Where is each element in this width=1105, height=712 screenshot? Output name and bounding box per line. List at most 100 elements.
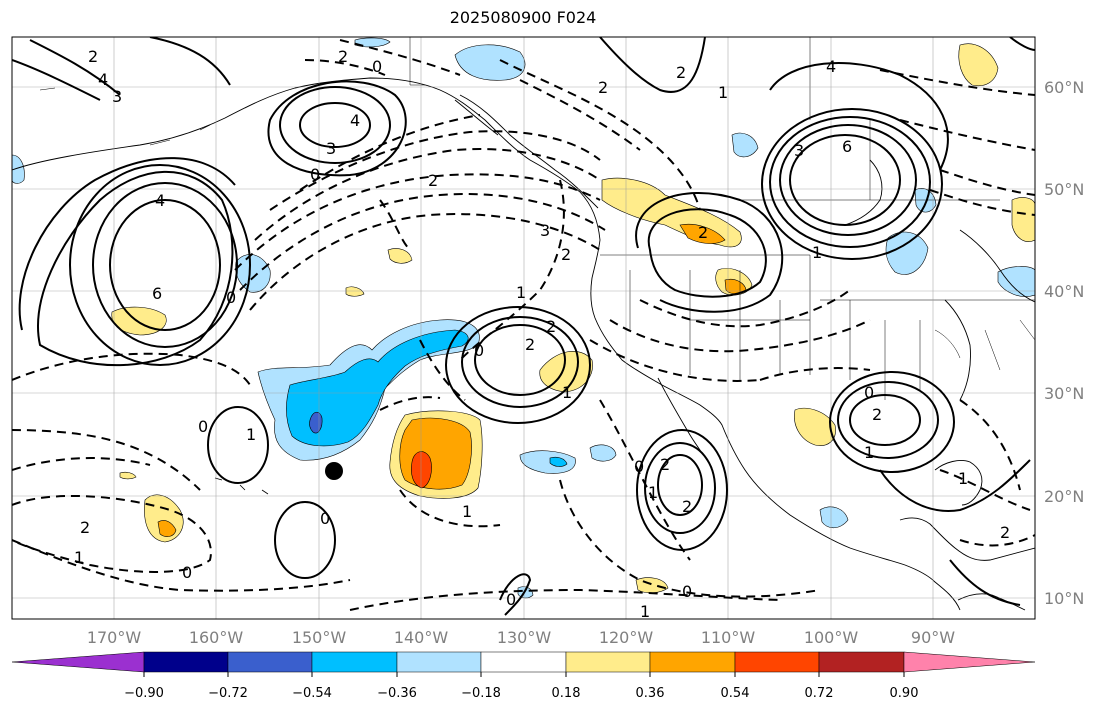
contour-label: 2 <box>598 78 608 97</box>
colorbar <box>11 651 1036 673</box>
colorbar-segment <box>11 651 145 673</box>
colorbar-segment <box>565 651 651 673</box>
contour-label: 1 <box>640 602 650 621</box>
positive-patch <box>387 248 413 264</box>
contour-label: 6 <box>152 284 162 303</box>
anomaly-shading <box>12 37 1035 599</box>
positive-anomaly-peak <box>411 451 432 489</box>
positive-patch <box>345 286 365 297</box>
lon-label: 130°W <box>497 628 552 647</box>
contour-label: 1 <box>562 383 572 402</box>
contour-label: 0 <box>864 383 874 402</box>
contour-label: 0 <box>682 582 692 601</box>
contour-label: 2 <box>546 317 556 336</box>
colorbar-tick-label: 0.18 <box>552 686 581 701</box>
colorbar-tick-label: −0.54 <box>292 686 332 701</box>
contour-label: 0 <box>182 563 192 582</box>
contour-label: 4 <box>98 70 108 89</box>
positive-contours <box>12 37 1035 616</box>
colorbar-ticks <box>143 672 905 677</box>
negative-patch <box>731 132 759 158</box>
colorbar-segment <box>649 651 736 673</box>
map-frame <box>11 36 1036 620</box>
lat-label: 10°N <box>1044 589 1084 608</box>
colorbar-tick-label: −0.36 <box>377 686 417 701</box>
lat-label: 50°N <box>1044 180 1084 199</box>
contour-label: 2 <box>561 245 571 264</box>
contour-label: 3 <box>112 87 122 106</box>
contour-label: 3 <box>794 141 804 160</box>
contour-label: 1 <box>812 243 822 262</box>
contour-label: 3 <box>540 221 550 240</box>
negative-anomaly-core <box>286 329 469 447</box>
lon-label: 100°W <box>804 628 859 647</box>
contour-label: 4 <box>826 57 836 76</box>
contour-label: 1 <box>246 425 256 444</box>
contour-label: 2 <box>428 171 438 190</box>
contour-label: 1 <box>74 548 84 567</box>
contour-label: 0 <box>634 457 644 476</box>
contour-label: 3 <box>326 139 336 158</box>
contour-label: 1 <box>516 283 526 302</box>
lat-label: 30°N <box>1044 384 1084 403</box>
lon-label: 110°W <box>701 628 756 647</box>
colorbar-segment <box>818 651 905 673</box>
positive-patch <box>1011 197 1035 242</box>
contour-label: 1 <box>648 483 658 502</box>
contour-label: 4 <box>350 111 360 130</box>
contour-label: 1 <box>864 443 874 462</box>
contour-label: 0 <box>226 288 236 307</box>
coastlines <box>12 37 1035 611</box>
negative-patch <box>997 266 1035 297</box>
colorbar-segment <box>396 651 482 673</box>
lat-label: 20°N <box>1044 487 1084 506</box>
contour-label: 2 <box>698 223 708 242</box>
contour-label: 0 <box>310 165 320 184</box>
positive-anomaly-core <box>399 417 472 490</box>
colorbar-tick-label: −0.90 <box>124 686 164 701</box>
colorbar-segment <box>734 651 820 673</box>
negative-patch <box>589 444 617 462</box>
contour-label: 2 <box>80 518 90 537</box>
contour-label: 2 <box>682 497 692 516</box>
colorbar-tick-label: 0.36 <box>636 686 665 701</box>
negative-patch <box>549 456 568 467</box>
negative-contours <box>12 39 1035 611</box>
contour-label: 6 <box>842 137 852 156</box>
negative-patch <box>885 231 929 275</box>
contour-label: 0 <box>506 590 516 609</box>
colorbar-tick-label: −0.18 <box>461 686 501 701</box>
lon-label: 120°W <box>599 628 654 647</box>
contour-label: 2 <box>338 47 348 66</box>
colorbar-segment <box>143 651 229 673</box>
storm-center-marker <box>325 462 343 480</box>
colorbar-tick-label: 0.54 <box>721 686 750 701</box>
contour-label: 0 <box>198 417 208 436</box>
colorbar-segment <box>227 651 313 673</box>
lon-label: 160°W <box>189 628 244 647</box>
contour-label: 2 <box>525 335 535 354</box>
contour-label: 1 <box>718 83 728 102</box>
contour-label: 2 <box>872 405 882 424</box>
positive-patch <box>119 471 137 480</box>
map-title: 2025080900 F024 <box>449 8 597 27</box>
negative-patch <box>819 506 849 529</box>
lat-label: 60°N <box>1044 78 1084 97</box>
lon-label: 90°W <box>911 628 955 647</box>
contour-label: 2 <box>660 455 670 474</box>
colorbar-labels: −0.90 −0.72 −0.54 −0.36 −0.18 0.18 0.36 … <box>124 686 918 701</box>
positive-patch <box>679 223 726 244</box>
contour-label: 2 <box>676 63 686 82</box>
contour-label: 1 <box>462 502 472 521</box>
contour-label: 1 <box>958 469 968 488</box>
map-plot-area: 2 0 4 3 0 4 6 4 2 3 2 2 1 4 6 3 1 2 2 1 … <box>12 37 1035 621</box>
lon-label: 150°W <box>292 628 347 647</box>
contour-label: 4 <box>155 191 165 210</box>
lon-label: 170°W <box>87 628 142 647</box>
colorbar-segment <box>480 651 567 673</box>
negative-patch <box>12 154 25 184</box>
positive-patch <box>958 43 999 87</box>
colorbar-tick-label: 0.90 <box>890 686 919 701</box>
contour-labels: 2 0 4 3 0 4 6 4 2 3 2 2 1 4 6 3 1 2 2 1 … <box>74 47 1010 621</box>
